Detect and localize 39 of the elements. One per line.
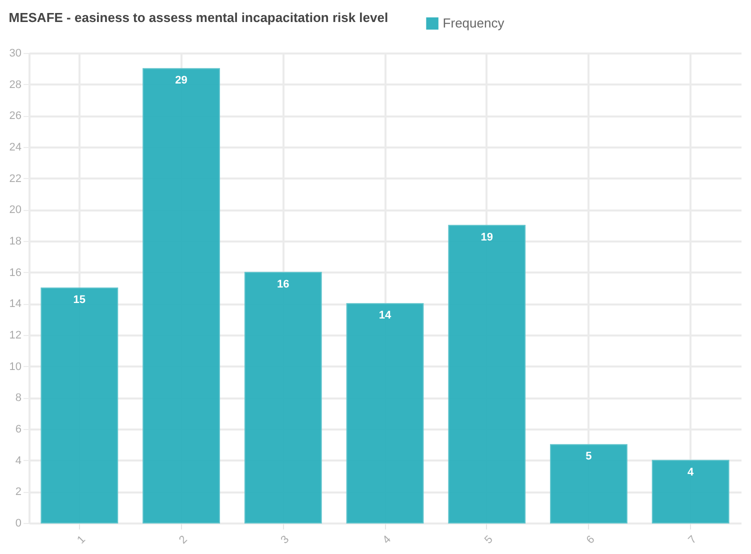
y-tick-label: 24 <box>9 142 22 154</box>
data-label: 14 <box>378 310 392 322</box>
data-label: 5 <box>586 450 592 463</box>
y-tick-label: 6 <box>15 424 22 436</box>
y-tick-label: 2 <box>15 486 22 498</box>
bar <box>142 68 220 524</box>
data-label: 4 <box>688 466 695 478</box>
y-tick-label: 26 <box>9 110 22 122</box>
y-tick-label: 30 <box>9 48 22 60</box>
y-tick-label: 14 <box>9 298 22 310</box>
y-tick-label: 20 <box>9 204 22 216</box>
x-tick-label: 5 <box>482 534 496 546</box>
y-tick-label: 16 <box>9 266 22 279</box>
y-tick-label: 12 <box>9 330 22 342</box>
legend-label: Frequency <box>442 16 505 30</box>
bar <box>40 288 118 524</box>
x-tick-label: 2 <box>176 534 190 546</box>
data-label: 29 <box>175 74 188 87</box>
y-tick-label: 10 <box>9 360 22 373</box>
y-tick-label: 8 <box>15 392 22 404</box>
x-tick-label: 7 <box>686 534 700 546</box>
data-label: 15 <box>73 294 86 306</box>
data-label: 16 <box>277 278 290 290</box>
bar <box>448 224 526 524</box>
y-tick-label: 4 <box>15 454 22 467</box>
y-tick-label: 22 <box>9 172 22 185</box>
y-tick-label: 0 <box>15 518 22 530</box>
y-tick-label: 28 <box>9 78 22 91</box>
y-tick-label: 18 <box>9 236 22 248</box>
data-label: 19 <box>480 231 493 244</box>
x-tick-label: 3 <box>278 534 292 546</box>
chart-title: MESAFE - easiness to assess mental incapacitation risk level <box>8 10 388 25</box>
bar <box>244 272 322 524</box>
x-tick-label: 1 <box>75 534 88 546</box>
bar <box>652 460 730 524</box>
x-tick-label: 4 <box>380 534 394 546</box>
bar <box>550 444 628 524</box>
bar <box>346 303 424 524</box>
x-tick-label: 6 <box>584 534 598 546</box>
